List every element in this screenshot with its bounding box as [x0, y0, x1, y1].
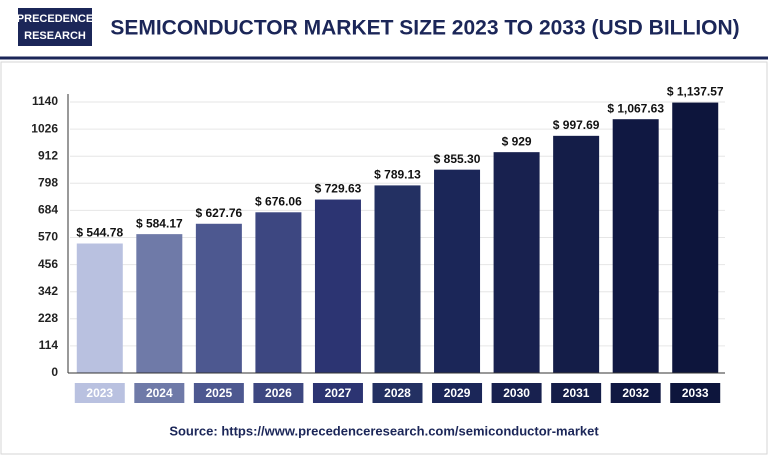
bar	[612, 119, 659, 374]
category-box	[372, 383, 423, 403]
bar	[672, 102, 719, 373]
bar	[434, 169, 481, 373]
category-box	[491, 383, 542, 403]
bar	[255, 212, 302, 373]
y-tick-label: 114	[39, 338, 59, 352]
x-tick-label: 2031	[563, 386, 590, 400]
x-tick-label: 2030	[503, 386, 530, 400]
bar	[195, 223, 242, 373]
category-box	[551, 383, 602, 403]
chart-title: SEMICONDUCTOR MARKET SIZE 2023 TO 2033 (…	[110, 17, 739, 40]
value-label: $ 676.06	[255, 194, 302, 208]
category-box	[670, 383, 721, 403]
x-tick-label: 2029	[444, 386, 471, 400]
category-box	[74, 383, 125, 403]
value-label: $ 929	[502, 134, 532, 148]
x-tick-label: 2024	[146, 386, 173, 400]
bar	[374, 185, 421, 373]
value-label: $ 584.17	[136, 216, 183, 230]
category-box	[134, 383, 185, 403]
value-label: $ 1,137.57	[667, 85, 724, 99]
y-tick-label: 228	[38, 311, 58, 325]
y-tick-label: 1026	[31, 121, 58, 135]
y-tick-label: 1140	[32, 94, 58, 108]
x-tick-label: 2026	[265, 386, 292, 400]
y-tick-label: 684	[38, 203, 58, 217]
value-label: $ 544.78	[76, 226, 123, 240]
value-label: $ 855.30	[434, 152, 481, 166]
category-box	[432, 383, 483, 403]
bar	[493, 152, 540, 373]
y-tick-label: 342	[38, 284, 58, 298]
bar	[76, 243, 123, 373]
bar	[553, 135, 600, 373]
logo-text: RESEARCH	[24, 30, 86, 42]
x-tick-label: 2023	[86, 386, 113, 400]
x-tick-label: 2027	[325, 386, 352, 400]
category-box	[312, 383, 363, 403]
bar	[136, 234, 183, 373]
value-label: $ 997.69	[553, 118, 600, 132]
y-tick-label: 912	[38, 148, 58, 162]
x-tick-label: 2032	[622, 386, 649, 400]
x-tick-label: 2025	[206, 386, 233, 400]
source-note: Source: https://www.precedenceresearch.c…	[169, 423, 599, 438]
y-tick-label: 798	[38, 175, 58, 189]
value-label: $ 789.13	[374, 168, 421, 182]
logo-text: PRECEDENCE	[17, 13, 93, 25]
logo-box	[18, 8, 92, 46]
category-box	[610, 383, 661, 403]
value-label: $ 1,067.63	[607, 101, 664, 115]
value-label: $ 627.76	[196, 206, 243, 220]
x-tick-label: 2033	[682, 386, 709, 400]
value-label: $ 729.63	[315, 182, 362, 196]
category-box	[253, 383, 304, 403]
y-tick-label: 0	[51, 365, 58, 379]
chart-frame	[0, 61, 768, 455]
x-tick-label: 2028	[384, 386, 411, 400]
y-tick-label: 570	[38, 230, 58, 244]
bar	[314, 199, 361, 373]
category-box	[193, 383, 244, 403]
y-tick-label: 456	[38, 257, 58, 271]
